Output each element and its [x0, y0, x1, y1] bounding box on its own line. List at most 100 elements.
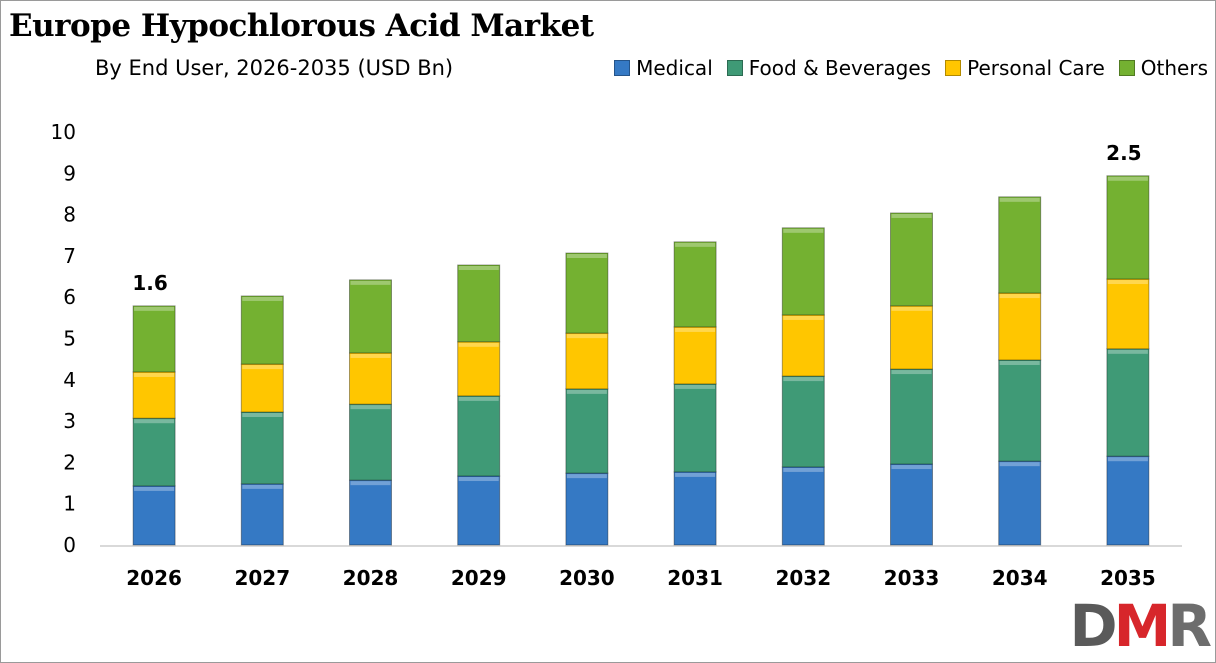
- logo-m: M: [1113, 592, 1172, 660]
- bar-segment-personal-care: [890, 305, 933, 370]
- bar-segment-medical: [132, 485, 176, 546]
- bar-segment-food-beverages: [240, 411, 284, 485]
- x-tick-label: 2030: [559, 566, 615, 590]
- bar-segment-others: [998, 196, 1042, 294]
- bar-bevel: [1107, 280, 1148, 285]
- bar-segment-personal-care: [673, 326, 717, 385]
- legend-swatch: [614, 60, 631, 76]
- legend-item-food-beverages: Food & Beverages: [726, 56, 932, 80]
- bar-bevel: [999, 462, 1040, 467]
- bar-segment-food-beverages: [781, 375, 825, 468]
- bar-bevel: [675, 327, 716, 332]
- bar-bevel: [242, 296, 283, 301]
- bar-segment-personal-care: [998, 292, 1042, 361]
- bar-segment-personal-care: [457, 341, 501, 397]
- y-tick-label: 9: [63, 161, 76, 185]
- bar-bevel: [1107, 176, 1148, 181]
- legend-label: Personal Care: [967, 56, 1105, 80]
- bar-segment-others: [132, 305, 176, 373]
- legend: Medical Food & Beverages Personal Care O…: [614, 56, 1208, 80]
- bar-bevel: [458, 396, 499, 401]
- bar-segment-personal-care: [240, 363, 284, 413]
- bar-segment-food-beverages: [349, 403, 392, 481]
- bar-segment-medical: [349, 479, 392, 546]
- bar-bevel: [891, 370, 932, 375]
- bar-bevel: [350, 280, 391, 285]
- bar-segment-others: [349, 279, 392, 354]
- bar-segment-food-beverages: [673, 383, 717, 473]
- x-tick-label: 2028: [343, 566, 399, 590]
- y-tick-label: 4: [63, 368, 76, 392]
- x-tick-label: 2031: [667, 566, 723, 590]
- legend-item-medical: Medical: [614, 56, 713, 80]
- bar-segment-medical: [781, 466, 825, 546]
- bar-bevel: [458, 477, 499, 482]
- y-tick-label: 3: [63, 409, 76, 433]
- logo-d: D: [1069, 592, 1117, 660]
- bar-segment-medical: [1106, 455, 1150, 546]
- bar-bevel: [134, 372, 175, 377]
- legend-label: Others: [1140, 56, 1208, 80]
- x-tick-label: 2032: [775, 566, 831, 590]
- y-tick-label: 2: [63, 450, 76, 474]
- x-tick-label: 2035: [1100, 566, 1156, 590]
- x-tick-label: 2029: [451, 566, 507, 590]
- bar-bevel: [458, 265, 499, 270]
- bar-bevel: [134, 306, 175, 311]
- x-tick-label: 2027: [234, 566, 290, 590]
- legend-swatch: [945, 60, 962, 76]
- y-tick-label: 5: [63, 327, 76, 351]
- bar-bevel: [134, 486, 175, 491]
- legend-item-others: Others: [1118, 56, 1208, 80]
- bar-bevel: [675, 242, 716, 247]
- x-tick-label: 2033: [884, 566, 940, 590]
- dmr-logo: DMR: [1069, 597, 1212, 655]
- bar-segment-others: [457, 264, 501, 343]
- bar-segment-medical: [673, 471, 717, 546]
- y-tick-label: 0: [63, 533, 76, 557]
- bar-bevel: [675, 384, 716, 389]
- bar-segment-food-beverages: [998, 359, 1042, 462]
- bar-bevel: [1107, 457, 1148, 462]
- chart-subtitle: By End User, 2026-2035 (USD Bn): [95, 56, 454, 80]
- bar-segment-food-beverages: [457, 395, 501, 477]
- bar-bevel: [242, 484, 283, 489]
- bar-segment-personal-care: [349, 352, 392, 405]
- bar-segment-personal-care: [781, 314, 825, 377]
- legend-label: Food & Beverages: [748, 56, 932, 80]
- bar-segment-medical: [890, 463, 933, 546]
- bar-segment-others: [673, 241, 717, 328]
- bar-segment-food-beverages: [132, 417, 176, 487]
- bar-bevel: [999, 197, 1040, 202]
- bar-bevel: [134, 419, 175, 424]
- bar-bevel: [566, 389, 607, 394]
- bar-bevel: [566, 474, 607, 479]
- bar-bevel: [999, 360, 1040, 365]
- bar-segment-food-beverages: [1106, 348, 1150, 457]
- data-label: 2.5: [1106, 141, 1141, 165]
- x-tick-label: 2026: [126, 566, 182, 590]
- bar-bevel: [783, 467, 824, 472]
- bar-segment-others: [240, 295, 284, 365]
- legend-swatch: [1118, 60, 1135, 76]
- bar-segment-medical: [565, 472, 609, 546]
- bar-bevel: [891, 306, 932, 311]
- bar-segment-others: [1106, 175, 1150, 280]
- y-tick-label: 10: [51, 120, 76, 144]
- bar-bevel: [242, 413, 283, 418]
- bar-segment-others: [781, 227, 825, 316]
- legend-label: Medical: [636, 56, 713, 80]
- bar-segment-others: [565, 252, 609, 334]
- bar-bevel: [675, 472, 716, 477]
- bar-bevel: [350, 353, 391, 358]
- bar-bevel: [350, 405, 391, 410]
- y-tick-label: 1: [63, 492, 76, 516]
- bar-segment-food-beverages: [565, 388, 609, 474]
- bar-bevel: [458, 342, 499, 347]
- bar-bevel: [783, 228, 824, 233]
- bar-bevel: [891, 213, 932, 218]
- bar-bevel: [566, 254, 607, 259]
- bar-bevel: [783, 315, 824, 320]
- bar-bevel: [566, 334, 607, 339]
